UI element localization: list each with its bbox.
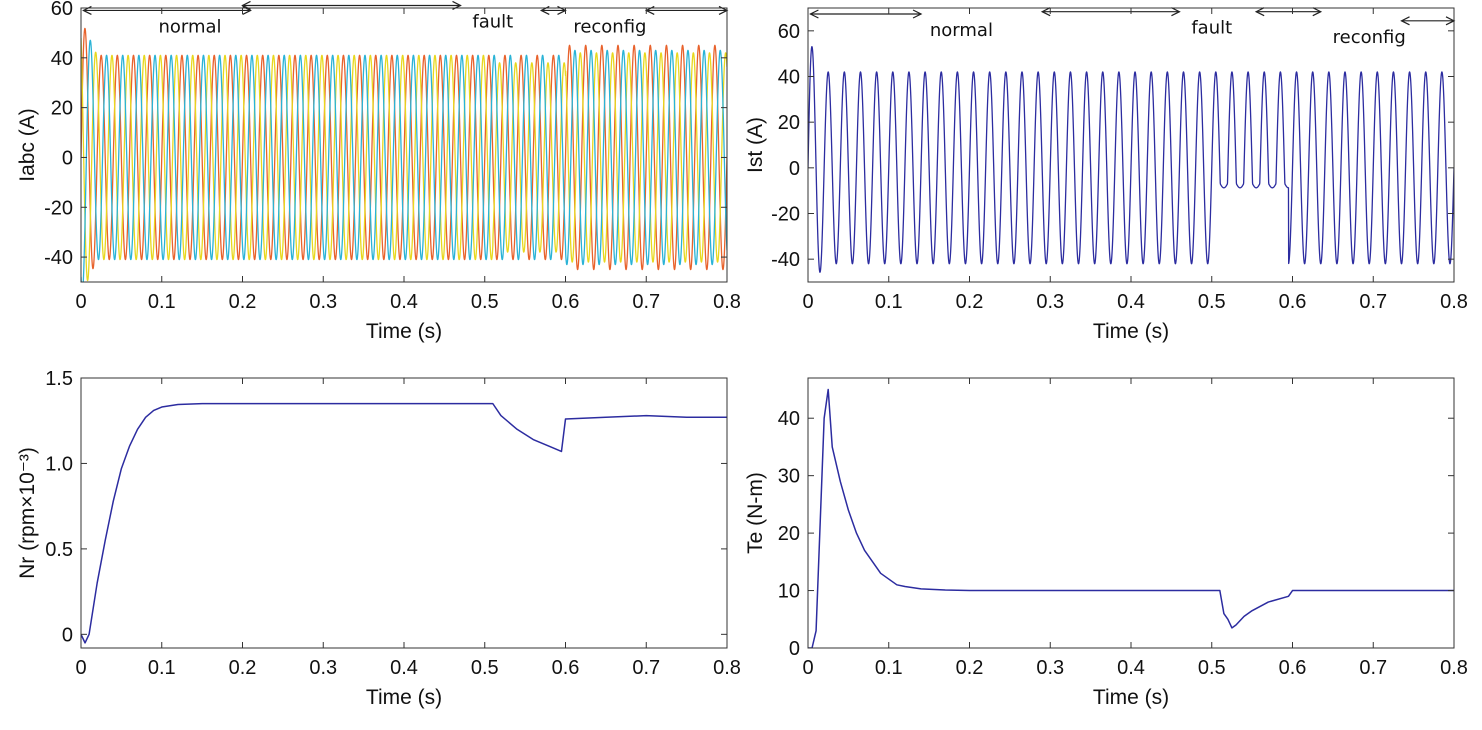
x-tick-label: 0 <box>75 291 86 313</box>
chart-nr: 0 0.1 0.2 0.3 0.4 0.5 0.6 0.7 0.8 0 0.5 1.0 1.5 Time … <box>16 368 741 709</box>
y-tick-label: 1.5 <box>45 368 73 390</box>
y-axis-title: Te (N-m) <box>744 472 767 554</box>
x-tick-label: 0.5 <box>1198 291 1226 313</box>
x-tick-label: 0.8 <box>1440 657 1468 679</box>
chart-te: 0 0.1 0.2 0.3 0.4 0.5 0.6 0.7 0.8 0 10 20 30 40 Time (… <box>744 377 1468 709</box>
x-tick-label: 0.4 <box>390 657 418 679</box>
plot-area <box>808 378 1454 648</box>
y-tick-label: -20 <box>44 197 73 219</box>
x-axis-title: Time (s) <box>366 686 442 709</box>
x-tick-label: 0.4 <box>1117 291 1145 313</box>
series-line-ist <box>808 46 1454 273</box>
y-axis-title: Nr (rpm×10⁻³) <box>16 447 39 579</box>
annotation-arrow-normal <box>809 9 923 19</box>
y-tick-label: 40 <box>778 67 800 89</box>
y-tick-label: 0 <box>789 158 800 180</box>
x-tick-label: 0.2 <box>956 657 984 679</box>
y-axis-title: Iabc (A) <box>16 108 39 182</box>
x-tick-label: 0.6 <box>552 291 580 313</box>
series-line-te <box>808 388 1454 648</box>
x-tick-label: 0.1 <box>875 291 903 313</box>
x-tick-label: 0.3 <box>309 657 337 679</box>
x-tick-label: 0 <box>802 657 813 679</box>
x-tick-label: 0.1 <box>875 657 903 679</box>
x-tick-label: 0.4 <box>1117 657 1145 679</box>
x-tick-label: 0.3 <box>1036 291 1064 313</box>
x-tick-label: 0.3 <box>1036 657 1064 679</box>
x-tick-label: 0.6 <box>1279 291 1307 313</box>
x-tick-label: 0.4 <box>390 291 418 313</box>
chart-iabc: normal fault reconfig 0 0.1 0.2 0.3 0.4 0.5 0.6 0.… <box>16 0 741 343</box>
x-tick-label: 0.5 <box>471 657 499 679</box>
series-line-nr <box>81 402 727 644</box>
x-tick-label: 0 <box>75 657 86 679</box>
y-tick-label: 0 <box>62 624 73 646</box>
x-tick-label: 0.6 <box>552 657 580 679</box>
series-group <box>808 46 1454 273</box>
x-tick-label: 0.7 <box>632 657 660 679</box>
y-tick-label: 60 <box>51 0 73 20</box>
x-tick-label: 0 <box>802 291 813 313</box>
x-tick-label: 0.3 <box>309 291 337 313</box>
y-tick-label: 0.5 <box>45 539 73 561</box>
y-tick-label: -20 <box>771 204 800 226</box>
x-tick-label: 0.1 <box>148 291 176 313</box>
y-tick-label: -40 <box>44 247 73 269</box>
x-axis-title: Time (s) <box>1093 320 1169 343</box>
x-tick-label: 0.8 <box>713 657 741 679</box>
y-tick-label: 40 <box>51 48 73 70</box>
annotation-arrow2-fault <box>1254 7 1323 17</box>
y-tick-label: 20 <box>51 98 73 120</box>
y-tick-label: 20 <box>778 523 800 545</box>
y-tick-label: 60 <box>778 21 800 43</box>
y-tick-label: 40 <box>778 408 800 430</box>
x-tick-label: 0.5 <box>471 291 499 313</box>
x-tick-label: 0.1 <box>148 657 176 679</box>
x-axis-title: Time (s) <box>366 320 442 343</box>
plot-area <box>81 378 727 648</box>
x-tick-label: 0.6 <box>1279 657 1307 679</box>
y-tick-label: 0 <box>789 638 800 660</box>
x-tick-label: 0.5 <box>1198 657 1226 679</box>
annotation-reconfig: reconfig <box>573 16 646 37</box>
y-tick-label: 30 <box>778 466 800 488</box>
annotation-arrow-fault <box>1040 7 1181 17</box>
y-tick-label: 0 <box>62 147 73 169</box>
x-tick-label: 0.7 <box>632 291 660 313</box>
x-tick-label: 0.2 <box>229 657 257 679</box>
y-tick-label: 10 <box>778 581 800 603</box>
chart-ist: normal fault reconfig 0 0.1 0.2 0.3 0.4 0.5 0.6 0.… <box>744 7 1468 343</box>
series-line-phase-a <box>81 27 727 271</box>
x-tick-label: 0.8 <box>1440 291 1468 313</box>
x-tick-label: 0.2 <box>956 291 984 313</box>
series-group <box>81 27 727 282</box>
series-line-phase-c <box>81 39 727 282</box>
y-tick-label: 20 <box>778 112 800 134</box>
x-tick-label: 0.7 <box>1359 657 1387 679</box>
x-tick-label: 0.7 <box>1359 291 1387 313</box>
series-group <box>81 402 727 644</box>
annotation-fault: fault <box>472 11 513 32</box>
series-line-phase-b <box>81 38 727 282</box>
annotation-normal: normal <box>158 16 221 37</box>
y-tick-label: -40 <box>771 249 800 271</box>
x-tick-label: 0.2 <box>229 291 257 313</box>
series-group <box>808 388 1454 648</box>
annotation-fault: fault <box>1191 18 1232 39</box>
annotation-normal: normal <box>930 20 993 41</box>
x-axis-title: Time (s) <box>1093 686 1169 709</box>
y-axis-title: Ist (A) <box>744 117 767 173</box>
y-tick-label: 1.0 <box>45 453 73 475</box>
annotation-reconfig: reconfig <box>1333 27 1406 48</box>
x-tick-label: 0.8 <box>713 291 741 313</box>
